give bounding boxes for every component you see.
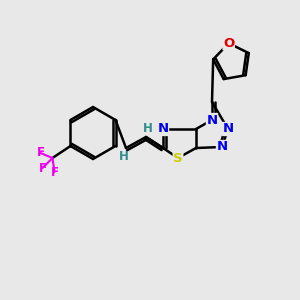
Text: N: N: [216, 140, 228, 154]
Text: H: H: [119, 149, 129, 163]
Text: S: S: [173, 152, 183, 164]
Text: F: F: [50, 166, 59, 178]
Text: H: H: [143, 122, 153, 136]
Text: F: F: [37, 146, 44, 160]
Text: F: F: [38, 161, 46, 175]
Text: N: N: [158, 122, 169, 136]
Text: N: N: [222, 122, 234, 136]
Text: O: O: [223, 37, 234, 50]
Text: N: N: [206, 113, 218, 127]
